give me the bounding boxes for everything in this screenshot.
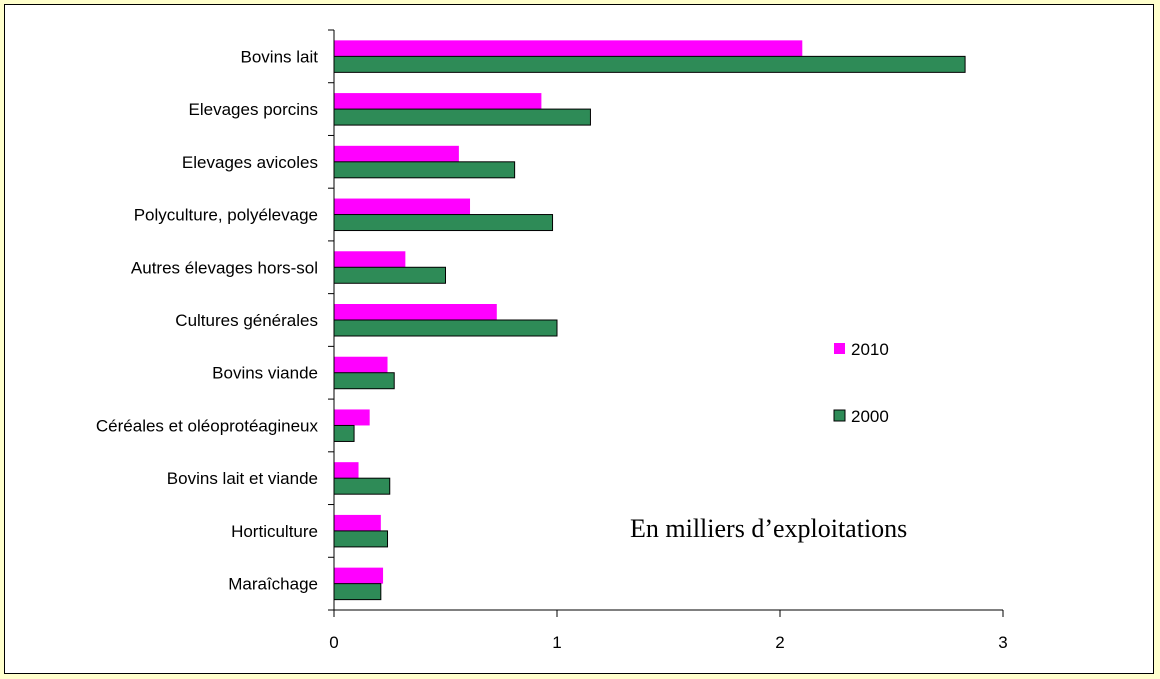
- x-tick-label: 0: [329, 633, 338, 652]
- bar-2000-bovins-viande: [333, 372, 395, 390]
- bar-2010-horticulture: [334, 514, 381, 531]
- category-label: Céréales et oléoprotéagineux: [96, 416, 319, 435]
- bar-2010-cultures-generales: [334, 304, 497, 320]
- legend-swatch-2010: [834, 343, 845, 354]
- bar-2010-maraichage: [334, 567, 384, 584]
- legend: 2010 2000: [833, 340, 889, 426]
- bar-2000-cereales-et-oleoproteagineux: [333, 424, 355, 442]
- category-label: Polyculture, polyélevage: [134, 206, 318, 225]
- bar-2010-autres-elevages-hors-sol: [334, 251, 406, 268]
- bar-2000-elevages-avicoles: [333, 161, 516, 179]
- legend-swatch-2000: [833, 409, 846, 422]
- axes: [328, 29, 1004, 617]
- category-label: Bovins lait et viande: [167, 469, 318, 488]
- bar-2000-polyculture-polyelevage: [333, 214, 554, 232]
- bar-2010-bovins-viande: [334, 356, 388, 373]
- bar-2010-elevages-avicoles: [334, 145, 459, 162]
- bar-2010-elevages-porcins: [334, 93, 542, 110]
- category-label: Autres élevages hors-sol: [131, 258, 318, 277]
- category-labels: Bovins lait Elevages porcins Elevages avic…: [96, 47, 319, 593]
- bar-2010-cereales-et-oleoproteagineux: [334, 409, 370, 426]
- bar-2000-maraichage: [333, 583, 382, 601]
- bar-2000-bovins-lait-et-viande: [333, 477, 391, 495]
- bar-2000-autres-elevages-hors-sol: [333, 266, 446, 284]
- legend-label-2010: 2010: [851, 340, 889, 359]
- bar-2000-elevages-porcins: [333, 108, 591, 126]
- bar-2000-horticulture: [333, 530, 389, 548]
- category-label: Cultures générales: [175, 311, 318, 330]
- category-label: Elevages porcins: [189, 100, 318, 119]
- x-tick-label: 2: [775, 633, 784, 652]
- bar-2010-polyculture-polyelevage: [334, 198, 471, 215]
- x-tick-label: 3: [998, 633, 1007, 652]
- category-label: Maraîchage: [228, 575, 318, 594]
- bar-2000-bovins-lait: [333, 55, 966, 73]
- category-label: Horticulture: [231, 522, 318, 541]
- category-label: Bovins lait: [241, 47, 319, 66]
- bar-2000-cultures-generales: [333, 319, 558, 337]
- x-tick-label: 1: [552, 633, 561, 652]
- legend-label-2000: 2000: [851, 407, 889, 426]
- bar-2010-bovins-lait-et-viande: [334, 462, 359, 479]
- units-annotation: En milliers d’exploitations: [630, 514, 907, 543]
- bar-2010-bovins-lait: [334, 40, 803, 57]
- category-label: Bovins viande: [212, 364, 318, 383]
- category-label: Elevages avicoles: [182, 153, 318, 172]
- x-tick-labels: 0 1 2 3: [329, 633, 1007, 652]
